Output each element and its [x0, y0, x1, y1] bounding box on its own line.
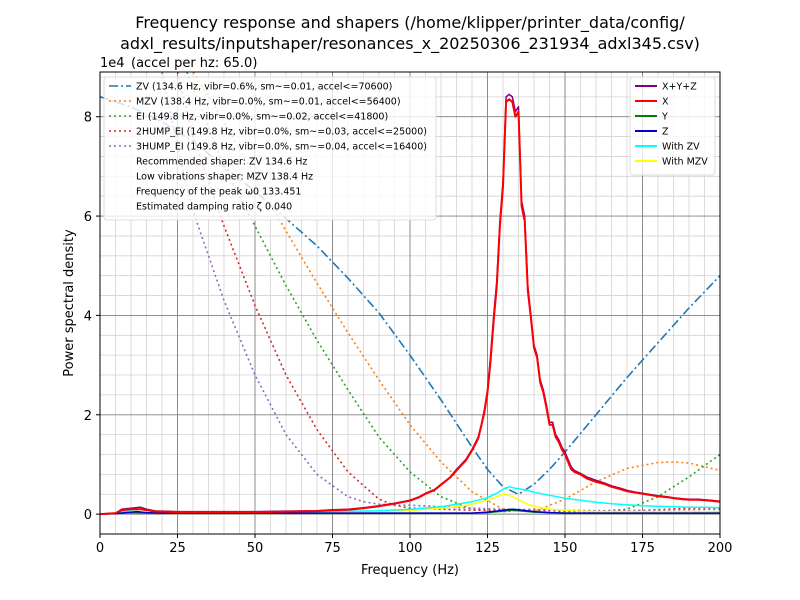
- psd-legend-label: X+Y+Z: [662, 82, 697, 93]
- y-axis-label: Power spectral density: [62, 229, 77, 377]
- shaper-legend-note: Recommended shaper: ZV 134.6 Hz: [136, 157, 307, 168]
- shaper-legend-label: ZV (134.6 Hz, vibr=0.6%, sm~=0.01, accel…: [136, 82, 392, 93]
- shaper-legend-label: EI (149.8 Hz, vibr=0.0%, sm~=0.02, accel…: [136, 112, 388, 123]
- psd-legend-label: With ZV: [662, 142, 700, 153]
- x-tick-label: 125: [475, 541, 500, 556]
- psd-line-z: [100, 508, 720, 515]
- y-tick-label: 0: [84, 508, 92, 523]
- psd-legend-label: Y: [661, 112, 668, 123]
- shaper-legend-label: 2HUMP_EI (149.8 Hz, vibr=0.0%, sm~=0.03,…: [136, 127, 427, 138]
- shaper-line-ei: [186, 72, 720, 513]
- chart-title-line-1: Frequency response and shapers (/home/kl…: [135, 13, 685, 33]
- shaper-legend-note: Estimated damping ratio ζ 0.040: [136, 202, 292, 213]
- x-tick-label: 100: [398, 541, 423, 556]
- x-tick-label: 200: [708, 541, 733, 556]
- plot-area: 0 25 50 75 100 125 150 175 200 0 2 4 6 8 ZV (134.6 Hz,…: [84, 71, 733, 556]
- x-tick-label: 150: [553, 541, 578, 556]
- y-tick-label: 6: [84, 210, 92, 225]
- x-tick-label: 50: [247, 541, 264, 556]
- shaper-legend-label: MZV (138.4 Hz, vibr=0.0%, sm~=0.01, acce…: [136, 97, 401, 108]
- psd-legend-label: X: [662, 97, 669, 108]
- shaper-legend-label: 3HUMP_EI (149.8 Hz, vibr=0.0%, sm~=0.04,…: [136, 142, 427, 153]
- chart-subtitle: (accel per hz: 65.0): [131, 56, 257, 71]
- x-tick-label: 25: [169, 541, 186, 556]
- y-tick-label: 4: [84, 309, 92, 324]
- y-tick-label: 2: [84, 409, 92, 424]
- axis-ticks: 0 25 50 75 100 125 150 175 200 0 2 4 6 8: [84, 111, 733, 556]
- psd-legend: X+Y+Z XYZ With ZV With MZV: [629, 76, 716, 176]
- psd-line-x: [100, 98, 720, 516]
- psd-legend-label: With MZV: [662, 157, 708, 168]
- x-tick-label: 0: [96, 541, 104, 556]
- chart-title-line-2: adxl_results/inputshaper/resonances_x_20…: [120, 34, 700, 54]
- x-tick-label: 175: [630, 541, 655, 556]
- shaper-legend: ZV (134.6 Hz, vibr=0.6%, sm~=0.01, accel…: [103, 76, 437, 221]
- shaper-line-mzv: [192, 72, 720, 513]
- psd-series: [100, 93, 720, 516]
- psd-legend-label: Z: [662, 127, 669, 138]
- y-tick-label: 8: [84, 111, 92, 126]
- shaper-legend-note: Low vibrations shaper: MZV 138.4 Hz: [136, 172, 313, 183]
- shaper-legend-note: Frequency of the peak ω0 133.451: [136, 187, 301, 198]
- x-axis-label: Frequency (Hz): [361, 563, 459, 578]
- shaper-legend-box: [103, 76, 437, 221]
- y-offset-text: 1e4: [100, 56, 125, 71]
- x-tick-label: 75: [324, 541, 341, 556]
